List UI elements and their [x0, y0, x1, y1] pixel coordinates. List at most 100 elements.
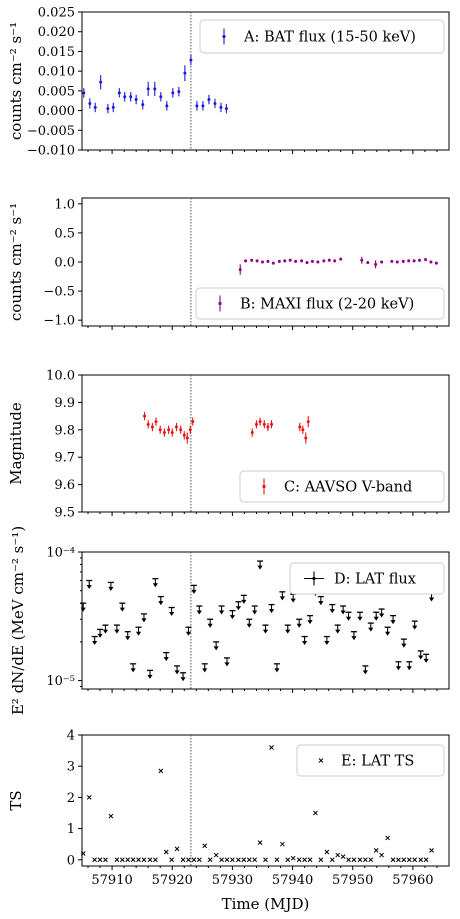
data-point	[179, 425, 183, 434]
legend-marker	[218, 295, 222, 312]
ts-marker	[318, 857, 324, 863]
upper-limit-marker	[168, 606, 175, 617]
ts-marker	[97, 857, 103, 863]
data-point	[189, 54, 193, 66]
ts-marker	[241, 857, 247, 863]
data-point	[294, 259, 298, 263]
legend: B: MAXI flux (2-20 keV)	[195, 287, 445, 320]
ts-marker	[351, 857, 357, 863]
upper-limit-marker	[207, 618, 214, 628]
ts-marker	[302, 857, 307, 863]
data-point	[401, 259, 405, 263]
y-tick-label: 2	[67, 791, 75, 806]
ts-marker	[401, 857, 407, 863]
upper-limit-marker	[350, 631, 357, 641]
ts-marker	[219, 857, 224, 863]
upper-limit-marker	[185, 626, 192, 636]
upper-limit-marker	[80, 602, 87, 612]
upper-limit-marker	[119, 602, 126, 612]
ts-marker	[423, 857, 429, 863]
ts-marker	[153, 857, 158, 863]
data-point	[254, 420, 258, 429]
y-tick-label: 1.0	[54, 197, 75, 212]
upper-limit-marker	[251, 605, 258, 615]
data-point	[99, 75, 103, 90]
panel-e: 57910 57920 57930 57940 57950 57960 Time (MJD)…	[7, 729, 450, 913]
upper-limit-marker	[91, 635, 98, 646]
ts-marker	[136, 857, 141, 863]
upper-limit-marker	[400, 638, 407, 648]
y-tick-label: 0.015	[38, 45, 75, 60]
ts-marker	[290, 855, 296, 861]
data-point	[250, 428, 254, 437]
x-axis-label: Time (MJD)	[222, 895, 310, 913]
y-tick-label: 0.010	[38, 65, 75, 80]
upper-limit-marker	[423, 653, 430, 663]
ts-marker	[180, 857, 186, 863]
y-tick-label: 3	[67, 760, 75, 775]
ts-marker	[114, 857, 120, 863]
legend-marker	[318, 758, 324, 763]
data-point	[305, 261, 309, 265]
ts-marker	[103, 857, 108, 863]
upper-limit-marker	[140, 613, 147, 623]
upper-limit-marker	[174, 665, 181, 675]
data-point	[244, 259, 248, 263]
ts-marker	[196, 857, 202, 863]
data-point	[380, 260, 384, 264]
data-point	[306, 416, 310, 428]
data-point	[300, 259, 304, 263]
y-tick-label: 1	[67, 822, 75, 837]
ts-marker	[202, 843, 208, 849]
data-point	[159, 92, 163, 102]
ts-marker	[224, 857, 230, 863]
legend-label: D: LAT flux	[334, 572, 416, 588]
data-point	[88, 98, 92, 109]
data-point	[191, 417, 195, 426]
y-tick-label: 0.005	[38, 84, 75, 99]
ts-marker	[207, 857, 213, 863]
data-point	[82, 88, 86, 98]
y-tick-label: −0.010	[27, 144, 75, 159]
upper-limit-marker	[373, 611, 380, 621]
data-point	[213, 98, 217, 109]
ts-marker	[335, 852, 341, 858]
data-point	[301, 425, 305, 434]
plot-frame	[81, 551, 450, 690]
data-point	[283, 259, 287, 263]
ts-marker	[86, 795, 92, 800]
ts-marker	[385, 835, 390, 841]
ts-marker	[191, 857, 197, 863]
upper-limit-marker	[157, 595, 164, 606]
x-tick-label: 57910	[91, 873, 132, 888]
legend: A: BAT flux (15-50 keV)	[199, 19, 445, 54]
y-tick-label: 4	[67, 729, 75, 744]
data-point	[123, 92, 127, 102]
ts-marker	[80, 851, 86, 856]
data-point	[366, 261, 370, 265]
legend-label: A: BAT flux (15-50 keV)	[243, 30, 416, 46]
legend: C: AAVSO V-band	[239, 470, 445, 503]
legend-label: E: LAT TS	[341, 754, 414, 770]
data-point	[339, 257, 343, 261]
ts-marker	[329, 857, 335, 863]
upper-limit-marker	[296, 618, 303, 628]
upper-limit-marker	[395, 661, 402, 671]
upper-limit-marker	[135, 626, 142, 636]
y-tick-label: −0.5	[43, 285, 75, 300]
y-tick-label: 10⁻⁴	[46, 546, 75, 561]
data-point	[170, 428, 174, 437]
upper-limit-marker	[146, 669, 153, 679]
ts-marker	[130, 857, 136, 863]
data-point	[390, 259, 394, 263]
upper-limit-marker	[180, 672, 187, 682]
y-tick-label: 0.020	[38, 25, 75, 40]
upper-limit-marker	[345, 611, 352, 621]
y-tick-label: 10⁻⁵	[46, 674, 75, 689]
upper-limit-marker	[102, 624, 109, 634]
data-point	[266, 422, 270, 432]
upper-limit-marker	[268, 603, 275, 614]
legend-label: C: AAVSO V-band	[284, 480, 412, 496]
upper-limit-marker	[340, 605, 347, 615]
data-point	[258, 417, 262, 426]
